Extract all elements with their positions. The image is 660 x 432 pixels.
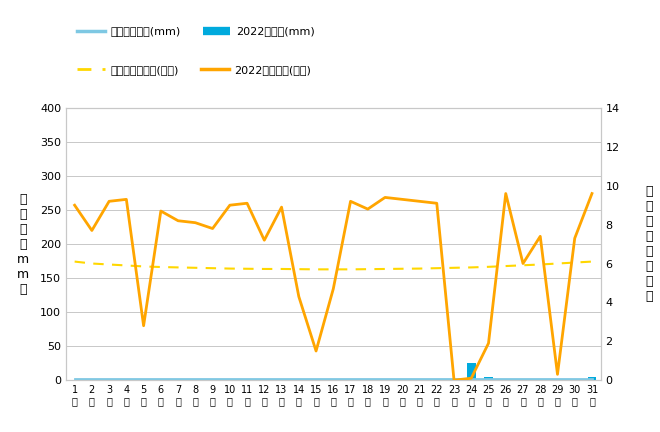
- Legend: 日照時間平年値(時間), 2022日照時間(時間): 日照時間平年値(時間), 2022日照時間(時間): [77, 64, 311, 75]
- Bar: [484, 377, 493, 380]
- Bar: [467, 363, 476, 380]
- Y-axis label: 日
照
時
間
（
時
間
）: 日 照 時 間 （ 時 間 ）: [645, 185, 653, 303]
- Bar: [587, 377, 596, 380]
- Y-axis label: 降
水
量
（
m
m
）: 降 水 量 （ m m ）: [17, 193, 29, 295]
